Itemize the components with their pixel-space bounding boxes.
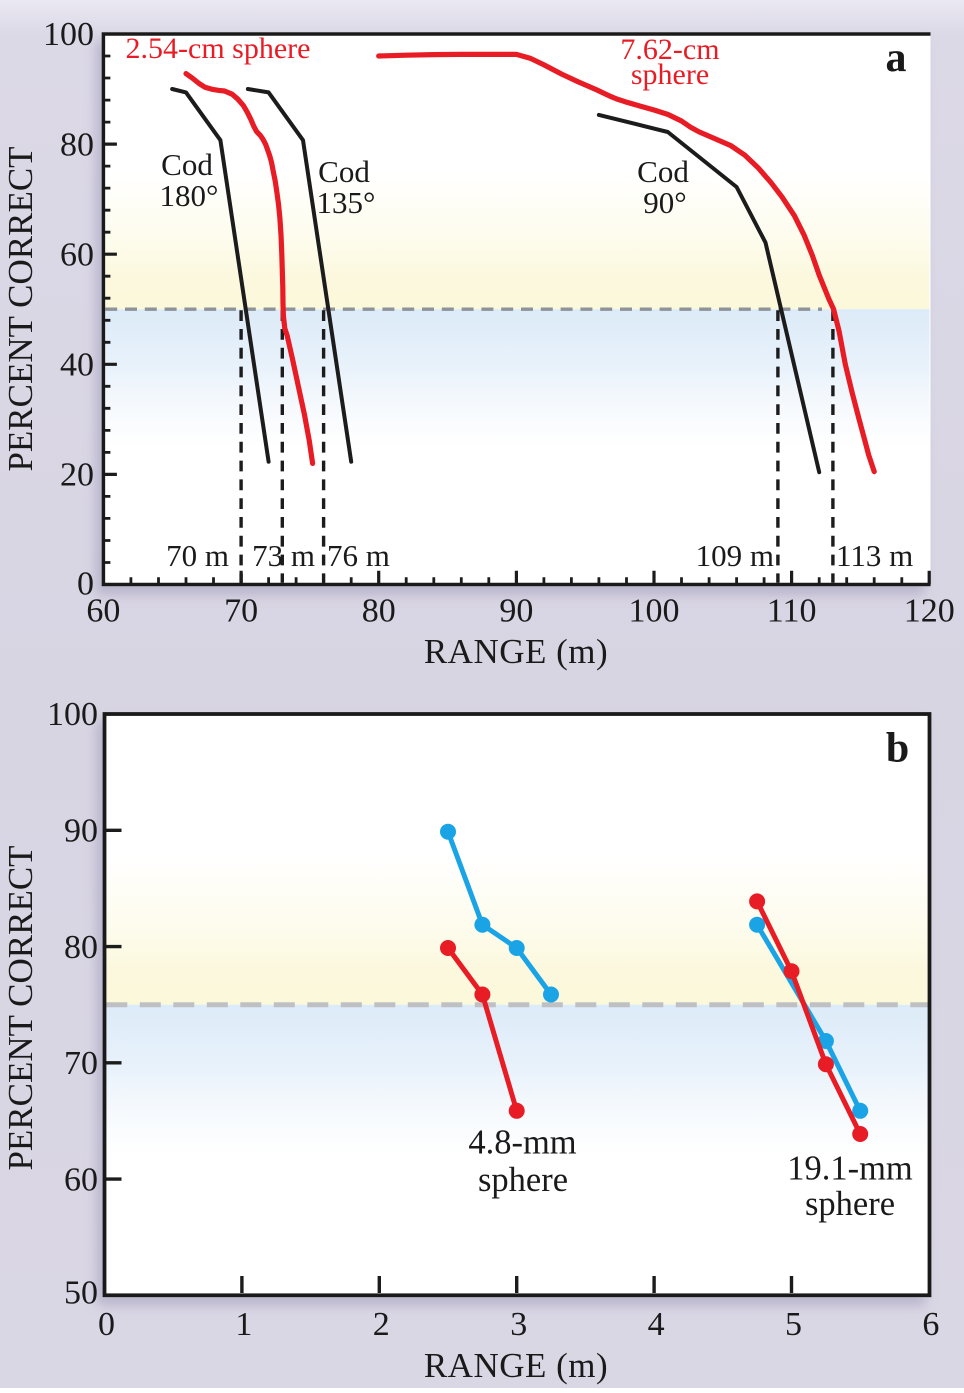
svg-text:Cod: Cod	[318, 154, 370, 189]
svg-text:50: 50	[64, 1275, 98, 1312]
svg-text:PERCENT CORRECT: PERCENT CORRECT	[1, 845, 40, 1170]
svg-text:70: 70	[64, 1045, 98, 1082]
svg-text:19.1-mm: 19.1-mm	[787, 1150, 913, 1188]
svg-text:Cod: Cod	[161, 147, 213, 182]
svg-text:60: 60	[64, 1161, 98, 1198]
svg-text:Cod: Cod	[637, 154, 689, 189]
svg-text:70: 70	[224, 593, 258, 630]
svg-text:6: 6	[922, 1306, 939, 1343]
svg-text:100: 100	[43, 16, 94, 53]
svg-text:76 m: 76 m	[327, 538, 390, 573]
svg-text:20: 20	[60, 457, 94, 494]
svg-text:120: 120	[904, 593, 955, 630]
svg-text:40: 40	[60, 347, 94, 384]
svg-text:RANGE (m): RANGE (m)	[424, 632, 608, 671]
svg-text:90°: 90°	[643, 185, 686, 220]
svg-text:sphere: sphere	[805, 1185, 895, 1223]
svg-text:109 m: 109 m	[696, 538, 774, 573]
svg-text:100: 100	[47, 696, 98, 733]
svg-text:sphere: sphere	[631, 58, 709, 91]
svg-text:0: 0	[77, 566, 94, 603]
svg-text:80: 80	[362, 593, 396, 630]
svg-text:2: 2	[373, 1306, 390, 1343]
svg-text:b: b	[886, 726, 909, 772]
svg-text:3: 3	[510, 1306, 527, 1343]
svg-text:2.54-cm sphere: 2.54-cm sphere	[126, 32, 311, 65]
svg-text:RANGE (m): RANGE (m)	[424, 1346, 608, 1385]
svg-text:110: 110	[767, 593, 817, 630]
svg-text:113 m: 113 m	[836, 538, 913, 573]
svg-text:70 m: 70 m	[166, 538, 229, 573]
svg-text:7.62-cm: 7.62-cm	[620, 33, 719, 66]
svg-text:73 m: 73 m	[252, 538, 315, 573]
svg-text:0: 0	[98, 1306, 115, 1343]
svg-text:4.8-mm: 4.8-mm	[468, 1124, 576, 1162]
svg-text:sphere: sphere	[478, 1161, 568, 1199]
svg-text:5: 5	[785, 1306, 802, 1343]
svg-text:80: 80	[64, 929, 98, 966]
svg-text:135°: 135°	[317, 185, 376, 220]
svg-text:60: 60	[86, 593, 120, 630]
svg-text:100: 100	[629, 593, 680, 630]
svg-text:60: 60	[60, 236, 94, 273]
svg-text:180°: 180°	[160, 178, 219, 213]
svg-text:4: 4	[648, 1306, 665, 1343]
svg-text:1: 1	[235, 1306, 252, 1343]
svg-text:a: a	[886, 35, 907, 81]
svg-text:90: 90	[499, 593, 533, 630]
svg-text:PERCENT CORRECT: PERCENT CORRECT	[1, 146, 40, 471]
svg-text:90: 90	[64, 813, 98, 850]
svg-text:80: 80	[60, 126, 94, 163]
